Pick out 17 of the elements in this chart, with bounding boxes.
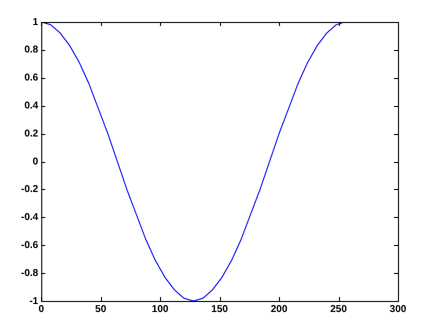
y-tick-label: 0.2 <box>24 128 39 140</box>
y-tick-label: -0.4 <box>20 212 39 224</box>
y-tick-label: 0.6 <box>24 72 39 84</box>
y-tick-label: 0.4 <box>24 100 39 112</box>
x-tick-label: 150 <box>211 304 228 315</box>
y-tick-label: -1 <box>29 296 39 307</box>
y-tick-label: -0.6 <box>20 240 39 251</box>
y-tick-label: 1 <box>32 16 39 28</box>
x-tick-label: 250 <box>330 304 348 315</box>
y-tick-label: 0 <box>32 156 39 168</box>
x-tick-label: 100 <box>152 304 169 315</box>
x-tick-label: 200 <box>270 304 288 315</box>
x-tick-label: 50 <box>95 304 107 315</box>
y-tick-label: 0.8 <box>24 44 39 56</box>
y-tick-label: -0.2 <box>20 184 39 196</box>
x-tick-label: 300 <box>390 304 407 315</box>
y-tick-label: -0.8 <box>20 268 39 279</box>
